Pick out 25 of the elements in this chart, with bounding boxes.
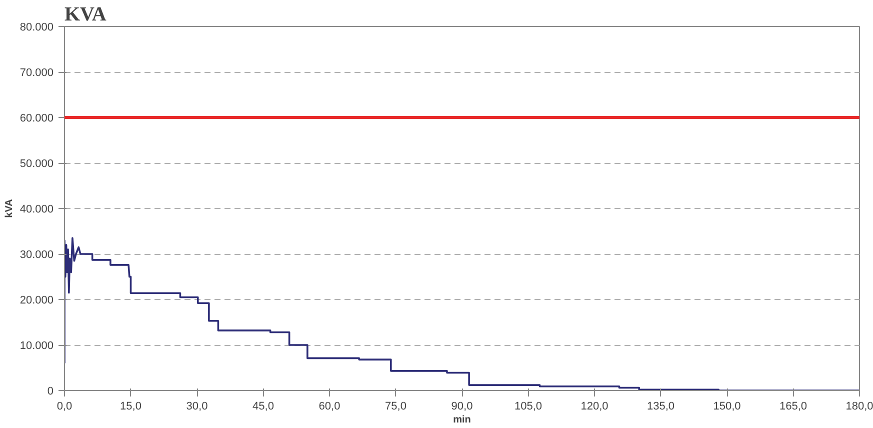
y-tick-label: 20.000 (20, 294, 54, 306)
x-tick-label: 60,0 (318, 400, 340, 412)
y-tick-label: 70.000 (20, 67, 54, 79)
x-tick-label: 150,0 (713, 400, 741, 412)
x-tick-label: 105,0 (514, 400, 542, 412)
x-tick-label: 0,0 (56, 400, 72, 412)
chart-title: KVA (64, 4, 107, 26)
x-tick-label: 75,0 (385, 400, 406, 412)
x-tick-label: 165,0 (779, 400, 808, 412)
y-axis-title: kVA (4, 199, 15, 218)
x-tick-label: 45,0 (252, 400, 274, 412)
y-tick-label: 60.000 (20, 112, 54, 124)
y-tick-label: 30.000 (20, 249, 54, 261)
y-tick-label: 10.000 (20, 340, 54, 352)
x-axis-title: min (453, 414, 471, 426)
y-tick-label: 40.000 (20, 204, 54, 216)
x-tick-label: 135,0 (646, 400, 675, 412)
y-tick-label: 0 (47, 386, 54, 398)
x-tick-label: 30,0 (186, 400, 208, 412)
x-tick-label: 15,0 (120, 400, 142, 412)
x-tick-label: 90,0 (451, 400, 473, 412)
x-tick-label: 120,0 (580, 400, 608, 412)
y-tick-label: 80.000 (20, 22, 54, 34)
x-tick-label: 180,0 (846, 400, 873, 412)
y-tick-label: 50.000 (20, 158, 54, 170)
